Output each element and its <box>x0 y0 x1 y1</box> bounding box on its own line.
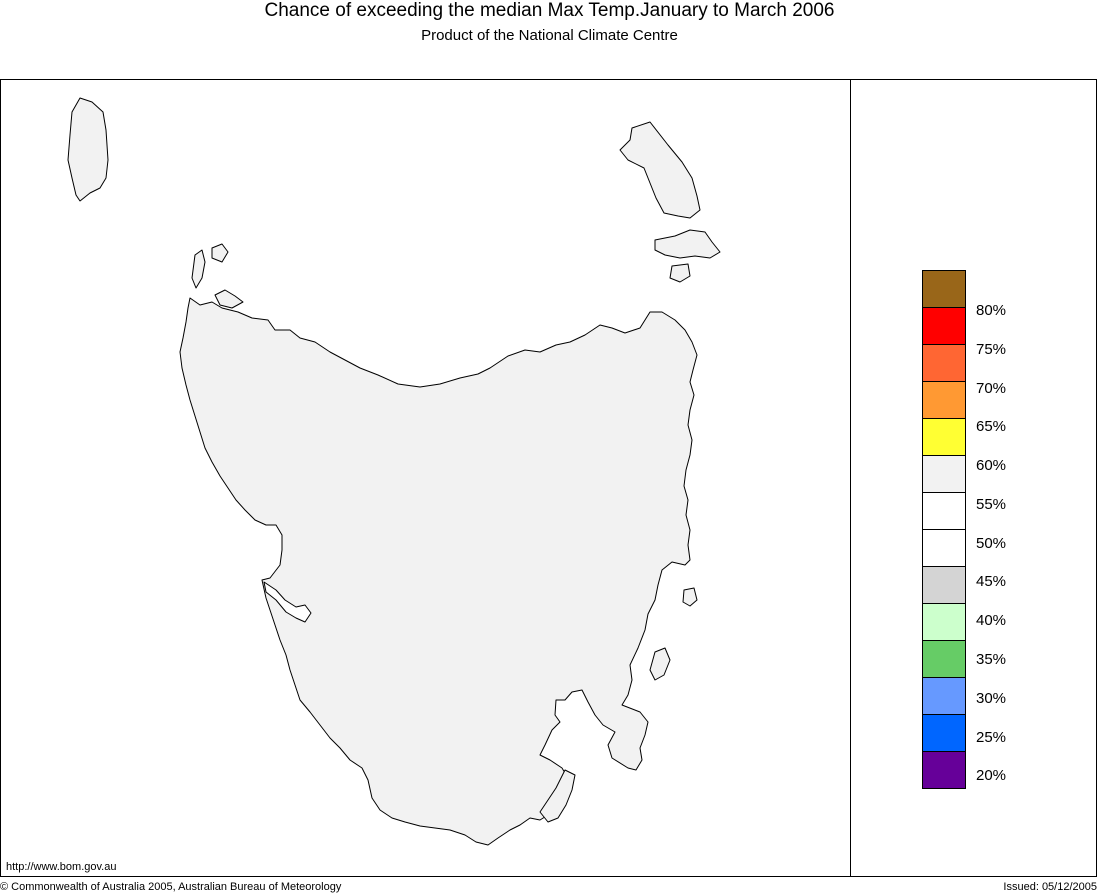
map-title: Chance of exceeding the median Max Temp.… <box>264 0 835 21</box>
legend-swatch-10 <box>922 603 966 641</box>
legend <box>922 270 966 789</box>
bruny-island <box>539 769 576 823</box>
legend-label: 60% <box>976 457 1007 474</box>
legend-swatch-5 <box>922 418 966 456</box>
legend-swatch-2 <box>922 307 966 345</box>
legend-swatch-14 <box>922 751 966 789</box>
legend-label: 40% <box>976 612 1007 629</box>
map-subtitle: Product of the National Climate Centre <box>421 27 678 44</box>
legend-label: 45% <box>976 573 1007 590</box>
legend-swatch-1 <box>922 270 966 308</box>
hunter-island <box>191 249 206 289</box>
legend-swatch-12 <box>922 677 966 715</box>
legend-swatch-11 <box>922 640 966 678</box>
legend-label: 35% <box>976 651 1007 668</box>
map-frame <box>0 79 1097 877</box>
legend-swatch-8 <box>922 529 966 567</box>
legend-swatch-3 <box>922 344 966 382</box>
legend-label: 50% <box>976 535 1007 552</box>
three-hummock-island <box>211 243 229 263</box>
flinders-island <box>619 121 701 219</box>
legend-divider <box>850 79 851 877</box>
macquarie-harbour <box>263 581 312 623</box>
issued-date: Issued: 05/12/2005 <box>1003 881 1097 893</box>
clarke-island <box>669 263 691 283</box>
legend-label: 55% <box>976 496 1007 513</box>
maria-island <box>649 647 671 681</box>
legend-swatch-6 <box>922 455 966 493</box>
legend-swatch-13 <box>922 714 966 752</box>
king-island <box>67 97 109 202</box>
legend-label: 65% <box>976 418 1007 435</box>
legend-label: 25% <box>976 729 1007 746</box>
robbins-island <box>214 289 244 309</box>
legend-label: 70% <box>976 380 1007 397</box>
tasmania-mainland <box>179 297 698 846</box>
copyright-notice: © Commonwealth of Australia 2005, Austra… <box>0 881 342 893</box>
legend-swatch-9 <box>922 566 966 604</box>
legend-label: 20% <box>976 767 1007 784</box>
legend-swatch-4 <box>922 381 966 419</box>
legend-label: 80% <box>976 302 1007 319</box>
cape-barren-island <box>654 229 721 259</box>
source-url: http://www.bom.gov.au <box>6 861 117 873</box>
legend-label: 75% <box>976 341 1007 358</box>
legend-swatch-7 <box>922 492 966 530</box>
legend-label: 30% <box>976 690 1007 707</box>
schouten-island <box>682 587 698 607</box>
